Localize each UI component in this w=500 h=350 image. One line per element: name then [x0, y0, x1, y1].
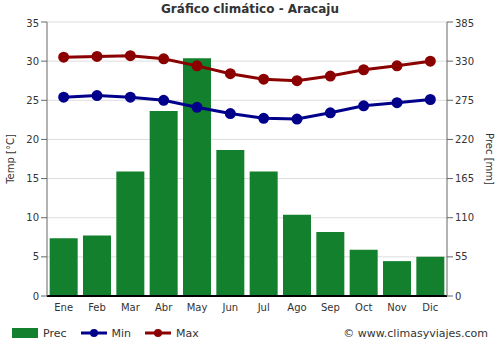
- svg-text:Temp [°C]: Temp [°C]: [8, 134, 16, 185]
- svg-text:0: 0: [33, 291, 39, 302]
- html-text:© www.climasyviajes.com: © www.climasyviajes.com: [343, 326, 488, 340]
- svg-text:Jul: Jul: [257, 302, 270, 313]
- html-text:Min: Min: [111, 326, 132, 340]
- svg-text:25: 25: [26, 95, 39, 106]
- svg-text:275: 275: [455, 95, 474, 106]
- svg-text:110: 110: [455, 212, 474, 223]
- html-text:Gráfico climático - Aracaju: Gráfico climático - Aracaju: [161, 2, 339, 16]
- svg-text:0: 0: [455, 291, 461, 302]
- svg-text:Dic: Dic: [422, 302, 438, 313]
- svg-text:Ene: Ene: [54, 302, 73, 313]
- svg-text:Jun: Jun: [222, 302, 239, 313]
- svg-text:5: 5: [33, 251, 39, 262]
- svg-text:Nov: Nov: [387, 302, 407, 313]
- svg-text:Oct: Oct: [355, 302, 372, 313]
- svg-text:20: 20: [26, 134, 39, 145]
- html-text:Max: Max: [176, 326, 199, 340]
- svg-text:35: 35: [26, 18, 39, 29]
- svg-text:Abr: Abr: [155, 302, 173, 313]
- svg-text:385: 385: [455, 18, 474, 29]
- svg-text:30: 30: [26, 56, 39, 67]
- svg-text:Mar: Mar: [121, 302, 141, 313]
- svg-text:165: 165: [455, 173, 474, 184]
- svg-text:15: 15: [26, 173, 39, 184]
- svg-text:55: 55: [455, 251, 468, 262]
- svg-text:Ago: Ago: [287, 302, 306, 313]
- svg-text:May: May: [187, 302, 208, 313]
- svg-text:Prec [mm]: Prec [mm]: [484, 133, 492, 185]
- svg-text:220: 220: [455, 134, 474, 145]
- svg-text:Sep: Sep: [321, 302, 340, 313]
- svg-text:Feb: Feb: [88, 302, 106, 313]
- html-text:Prec: Prec: [43, 326, 67, 340]
- svg-text:330: 330: [455, 56, 474, 67]
- svg-text:10: 10: [26, 212, 39, 223]
